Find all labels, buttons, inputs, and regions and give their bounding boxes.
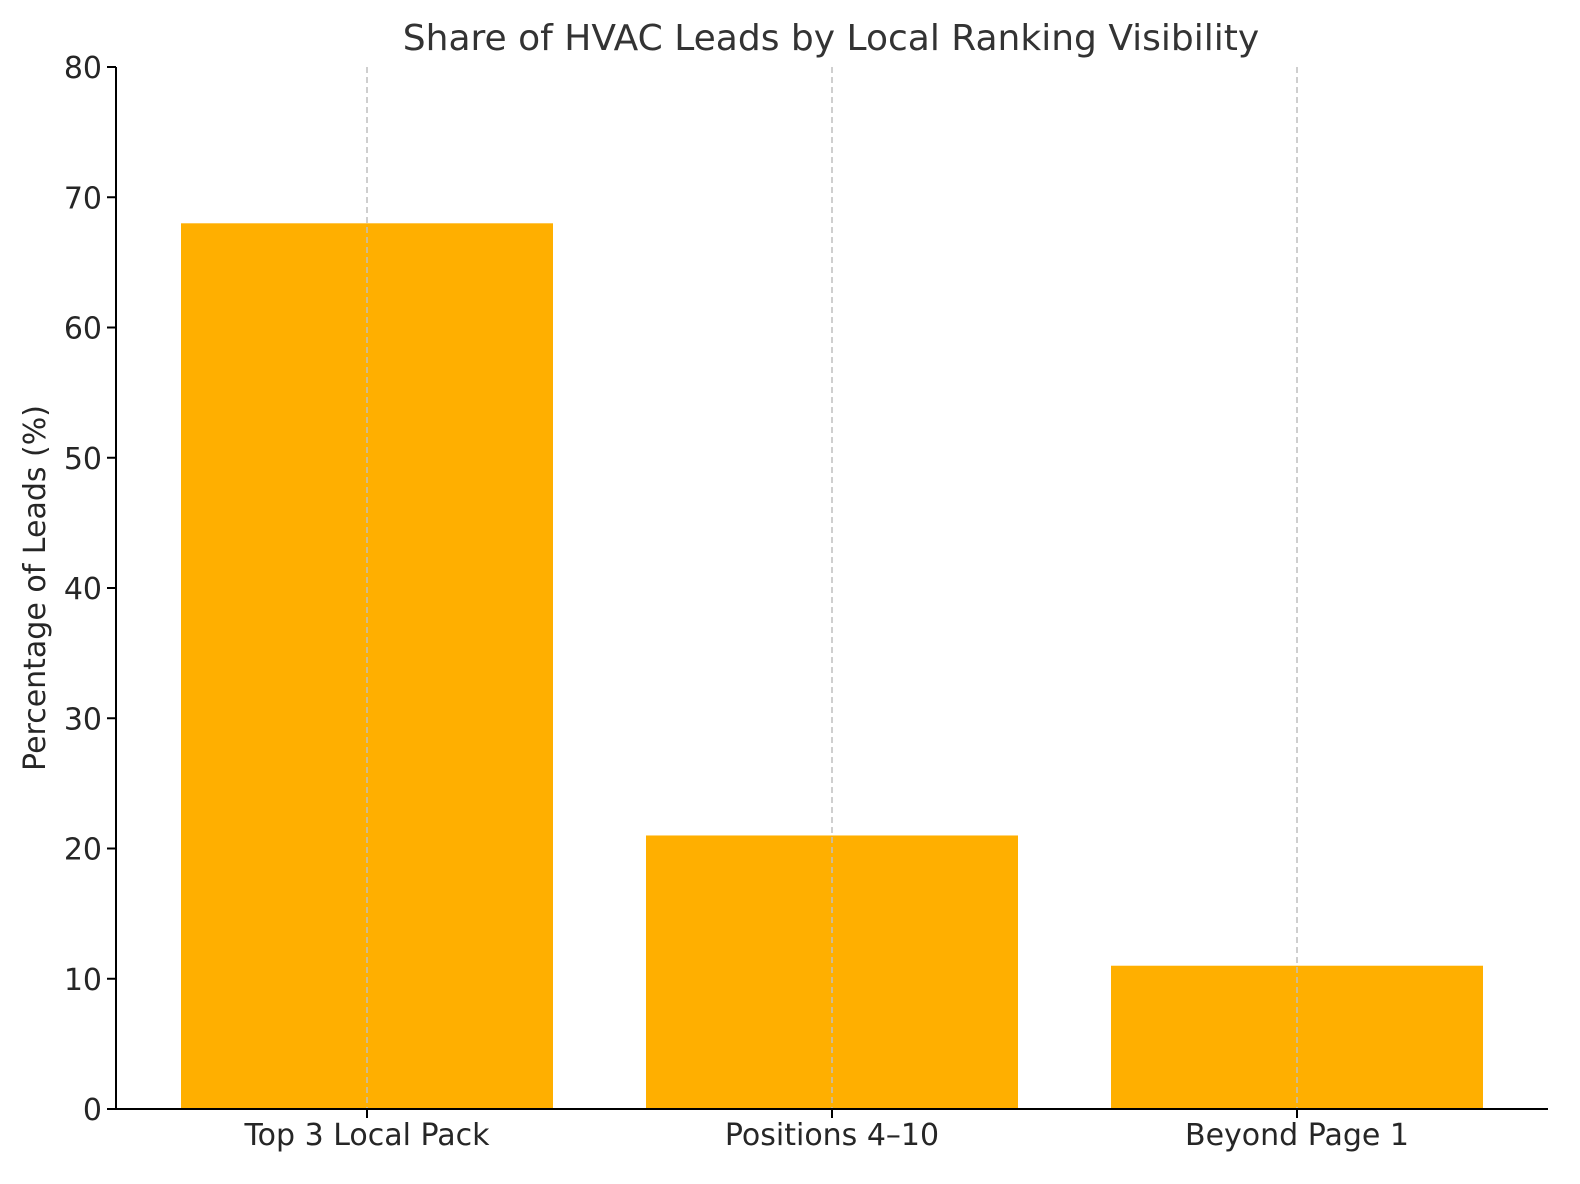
x-tick-label-0: Top 3 Local Pack	[243, 1118, 490, 1153]
bars	[181, 223, 1483, 1110]
x-tick-label-2: Beyond Page 1	[1185, 1118, 1409, 1153]
y-tick-label-1: 10	[64, 963, 102, 998]
y-tick-label-8: 80	[64, 51, 102, 86]
chart-title: Share of HVAC Leads by Local Ranking Vis…	[403, 18, 1259, 59]
y-tick-label-5: 50	[64, 442, 102, 477]
x-ticks: Top 3 Local Pack Positions 4–10 Beyond Pag…	[243, 1109, 1409, 1153]
y-tick-label-0: 0	[83, 1093, 102, 1128]
y-tick-label-6: 60	[64, 312, 102, 347]
y-ticks: 0 10 20 30 40 50 60 70 80	[64, 51, 116, 1128]
y-tick-label-3: 30	[64, 702, 102, 737]
bar-0	[181, 223, 553, 1110]
grid-lines	[366, 67, 1298, 1109]
y-tick-label-2: 20	[64, 833, 102, 868]
y-axis-label: Percentage of Leads (%)	[18, 405, 53, 771]
y-tick-label-7: 70	[64, 181, 102, 216]
x-tick-label-1: Positions 4–10	[725, 1118, 939, 1153]
y-tick-label-4: 40	[64, 572, 102, 607]
